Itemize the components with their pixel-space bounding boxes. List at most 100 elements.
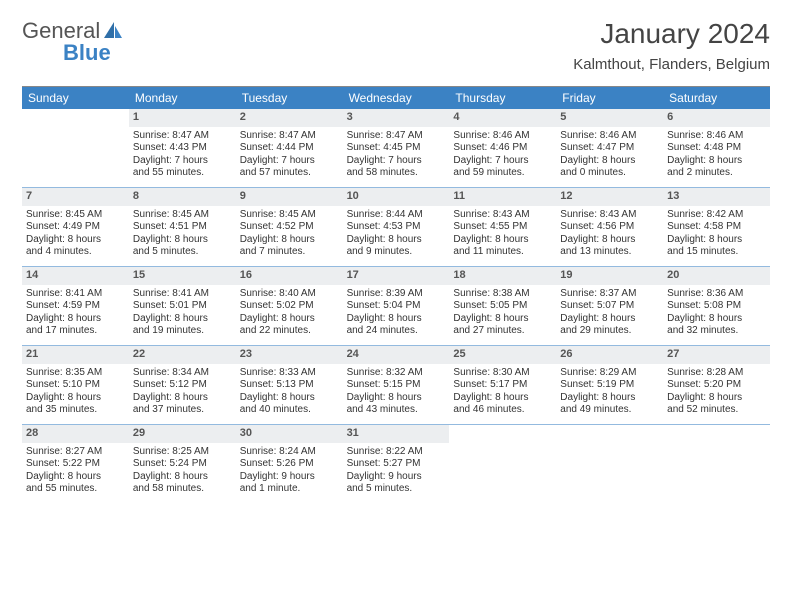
cell-sunrise: Sunrise: 8:42 AM [667,209,766,222]
cell-daylight2: and 22 minutes. [240,325,339,338]
cell-daylight1: Daylight: 8 hours [240,392,339,405]
cell-daylight2: and 57 minutes. [240,167,339,180]
cell-daylight2: and 58 minutes. [133,483,232,496]
cell-daylight2: and 11 minutes. [453,246,552,259]
calendar-cell: 12Sunrise: 8:43 AMSunset: 4:56 PMDayligh… [556,188,663,266]
day-number: 29 [129,425,236,443]
cell-sunrise: Sunrise: 8:45 AM [240,209,339,222]
cell-sunrise: Sunrise: 8:24 AM [240,446,339,459]
cell-sunrise: Sunrise: 8:37 AM [560,288,659,301]
cell-daylight1: Daylight: 8 hours [560,313,659,326]
cell-sunrise: Sunrise: 8:34 AM [133,367,232,380]
cell-daylight1: Daylight: 8 hours [26,392,125,405]
cell-daylight1: Daylight: 8 hours [26,471,125,484]
title-block: January 2024 Kalmthout, Flanders, Belgiu… [573,18,770,73]
cell-sunset: Sunset: 5:20 PM [667,379,766,392]
cell-daylight2: and 58 minutes. [347,167,446,180]
cell-daylight1: Daylight: 7 hours [240,155,339,168]
cell-sunset: Sunset: 4:55 PM [453,221,552,234]
day-number: 14 [22,267,129,285]
cell-daylight2: and 7 minutes. [240,246,339,259]
day-number [22,109,129,127]
cell-daylight1: Daylight: 8 hours [667,392,766,405]
cell-daylight1: Daylight: 8 hours [133,392,232,405]
cell-sunset: Sunset: 4:52 PM [240,221,339,234]
calendar-body: 1Sunrise: 8:47 AMSunset: 4:43 PMDaylight… [22,109,770,503]
cell-daylight1: Daylight: 8 hours [667,155,766,168]
weekday-header: Saturday [663,87,770,109]
day-number: 3 [343,109,450,127]
calendar-cell: 2Sunrise: 8:47 AMSunset: 4:44 PMDaylight… [236,109,343,187]
cell-sunset: Sunset: 4:49 PM [26,221,125,234]
day-number: 22 [129,346,236,364]
cell-sunrise: Sunrise: 8:47 AM [133,130,232,143]
day-number: 20 [663,267,770,285]
row-separator [22,345,770,346]
cell-daylight2: and 0 minutes. [560,167,659,180]
calendar-cell: 28Sunrise: 8:27 AMSunset: 5:22 PMDayligh… [22,425,129,503]
cell-sunset: Sunset: 5:22 PM [26,458,125,471]
calendar-cell: 24Sunrise: 8:32 AMSunset: 5:15 PMDayligh… [343,346,450,424]
cell-daylight2: and 4 minutes. [26,246,125,259]
day-number: 28 [22,425,129,443]
cell-daylight2: and 27 minutes. [453,325,552,338]
cell-daylight1: Daylight: 8 hours [133,471,232,484]
calendar: SundayMondayTuesdayWednesdayThursdayFrid… [22,86,770,503]
day-number: 9 [236,188,343,206]
cell-sunset: Sunset: 5:15 PM [347,379,446,392]
calendar-cell: 3Sunrise: 8:47 AMSunset: 4:45 PMDaylight… [343,109,450,187]
calendar-cell-empty [556,425,663,503]
calendar-cell: 8Sunrise: 8:45 AMSunset: 4:51 PMDaylight… [129,188,236,266]
cell-sunrise: Sunrise: 8:45 AM [133,209,232,222]
cell-daylight2: and 55 minutes. [133,167,232,180]
calendar-cell: 15Sunrise: 8:41 AMSunset: 5:01 PMDayligh… [129,267,236,345]
day-number: 26 [556,346,663,364]
cell-daylight2: and 2 minutes. [667,167,766,180]
cell-sunset: Sunset: 5:26 PM [240,458,339,471]
cell-daylight1: Daylight: 7 hours [133,155,232,168]
cell-sunrise: Sunrise: 8:47 AM [240,130,339,143]
cell-daylight2: and 19 minutes. [133,325,232,338]
cell-sunrise: Sunrise: 8:41 AM [26,288,125,301]
cell-sunset: Sunset: 4:43 PM [133,142,232,155]
cell-sunrise: Sunrise: 8:39 AM [347,288,446,301]
cell-sunset: Sunset: 4:58 PM [667,221,766,234]
cell-sunset: Sunset: 4:47 PM [560,142,659,155]
cell-daylight2: and 15 minutes. [667,246,766,259]
calendar-cell: 13Sunrise: 8:42 AMSunset: 4:58 PMDayligh… [663,188,770,266]
cell-sunset: Sunset: 5:07 PM [560,300,659,313]
cell-sunset: Sunset: 5:01 PM [133,300,232,313]
day-number: 15 [129,267,236,285]
calendar-cell: 19Sunrise: 8:37 AMSunset: 5:07 PMDayligh… [556,267,663,345]
cell-sunset: Sunset: 5:12 PM [133,379,232,392]
calendar-cell: 18Sunrise: 8:38 AMSunset: 5:05 PMDayligh… [449,267,556,345]
cell-daylight2: and 59 minutes. [453,167,552,180]
day-number: 4 [449,109,556,127]
cell-daylight1: Daylight: 8 hours [26,234,125,247]
cell-daylight2: and 24 minutes. [347,325,446,338]
day-number: 21 [22,346,129,364]
calendar-cell: 6Sunrise: 8:46 AMSunset: 4:48 PMDaylight… [663,109,770,187]
cell-daylight1: Daylight: 8 hours [133,313,232,326]
cell-sunset: Sunset: 4:44 PM [240,142,339,155]
cell-daylight1: Daylight: 8 hours [26,313,125,326]
calendar-cell: 26Sunrise: 8:29 AMSunset: 5:19 PMDayligh… [556,346,663,424]
row-separator [22,187,770,188]
cell-sunrise: Sunrise: 8:43 AM [560,209,659,222]
cell-daylight2: and 5 minutes. [347,483,446,496]
cell-daylight1: Daylight: 9 hours [347,471,446,484]
cell-sunrise: Sunrise: 8:30 AM [453,367,552,380]
calendar-cell: 17Sunrise: 8:39 AMSunset: 5:04 PMDayligh… [343,267,450,345]
cell-daylight2: and 32 minutes. [667,325,766,338]
cell-daylight1: Daylight: 8 hours [453,313,552,326]
day-number [449,425,556,443]
cell-sunset: Sunset: 5:04 PM [347,300,446,313]
cell-daylight1: Daylight: 8 hours [560,155,659,168]
calendar-cell: 31Sunrise: 8:22 AMSunset: 5:27 PMDayligh… [343,425,450,503]
day-number: 16 [236,267,343,285]
cell-daylight1: Daylight: 8 hours [453,234,552,247]
cell-sunrise: Sunrise: 8:35 AM [26,367,125,380]
cell-sunrise: Sunrise: 8:40 AM [240,288,339,301]
cell-sunrise: Sunrise: 8:33 AM [240,367,339,380]
day-number [663,425,770,443]
